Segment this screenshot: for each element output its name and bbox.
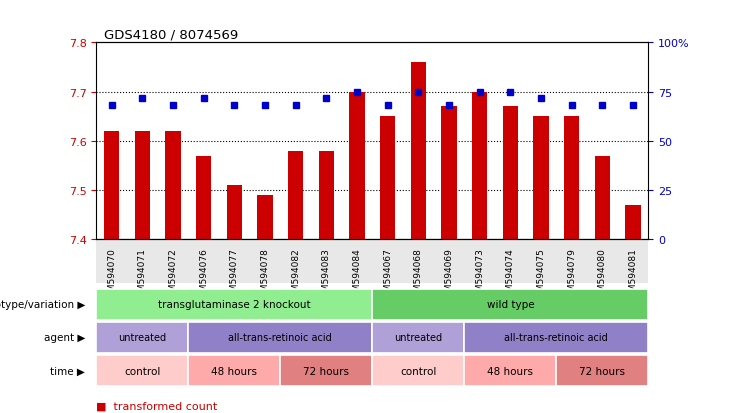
Bar [227, 185, 242, 240]
Text: control: control [124, 366, 161, 376]
Text: genotype/variation ▶: genotype/variation ▶ [0, 299, 85, 310]
Bar [502, 107, 518, 240]
Bar [534, 117, 548, 240]
Bar [288, 151, 303, 240]
Bar [257, 195, 273, 240]
Bar [196, 156, 211, 240]
Bar [135, 132, 150, 240]
Text: transglutaminase 2 knockout: transglutaminase 2 knockout [158, 299, 310, 310]
Text: 48 hours: 48 hours [488, 366, 534, 376]
Bar [104, 132, 119, 240]
Text: 48 hours: 48 hours [211, 366, 257, 376]
Text: control: control [400, 366, 436, 376]
Text: ■  transformed count: ■ transformed count [96, 401, 218, 411]
Bar [472, 93, 488, 240]
Text: GDS4180 / 8074569: GDS4180 / 8074569 [104, 28, 238, 41]
Bar [380, 117, 396, 240]
Bar [442, 107, 456, 240]
Bar [625, 205, 641, 240]
Text: wild type: wild type [487, 299, 534, 310]
Text: agent ▶: agent ▶ [44, 332, 85, 343]
Bar [564, 117, 579, 240]
Bar [595, 156, 610, 240]
Bar [349, 93, 365, 240]
Text: time ▶: time ▶ [50, 366, 85, 376]
Text: 72 hours: 72 hours [579, 366, 625, 376]
Bar [319, 151, 334, 240]
Bar [165, 132, 181, 240]
Text: all-trans-retinoic acid: all-trans-retinoic acid [505, 332, 608, 343]
Bar [411, 63, 426, 240]
Text: untreated: untreated [394, 332, 442, 343]
Text: 72 hours: 72 hours [303, 366, 349, 376]
Text: untreated: untreated [119, 332, 167, 343]
Text: all-trans-retinoic acid: all-trans-retinoic acid [228, 332, 332, 343]
